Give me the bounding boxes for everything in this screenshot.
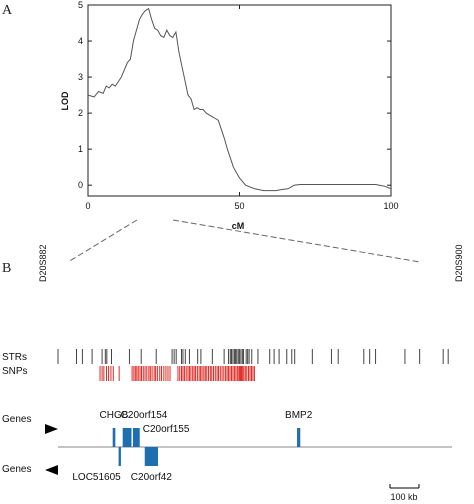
lod-y-ticks: 0 1 2 3 4 5	[78, 0, 391, 190]
flank-marker-left: D20S882	[38, 244, 48, 282]
lod-y-tick-label: 4	[78, 36, 83, 46]
row-label-genes-forward: Genes	[2, 414, 31, 425]
gene-forward-c20orf154	[122, 428, 132, 447]
lod-y-tick-label: 3	[78, 72, 83, 82]
flank-marker-right: D20S900	[454, 244, 464, 282]
lod-chart: 0 1 2 3 4 5 0 50 100 LOD cM	[60, 0, 399, 231]
row-label-snps: SNPs	[2, 366, 28, 377]
lod-series-line	[87, 7, 392, 192]
row-label-strs: STRs	[2, 352, 27, 363]
zoom-connector-lines: D20S882 D20S900	[38, 219, 464, 282]
lod-y-tick-label: 0	[78, 180, 83, 190]
panel-b-letter: B	[2, 261, 11, 276]
lod-x-tick-label: 0	[85, 201, 90, 211]
lod-x-tick-label: 50	[234, 201, 244, 211]
row-label-genes-reverse: Genes	[2, 464, 31, 475]
gene-forward-bmp2	[297, 428, 301, 447]
zoom-line-left	[67, 219, 138, 263]
lod-x-tick-label: 100	[383, 201, 398, 211]
scale-bar-label: 100 kb	[390, 492, 417, 502]
lod-y-tick-label: 5	[78, 0, 83, 10]
lod-x-axis-label: cM	[232, 221, 245, 231]
gene-reverse-c20orf42	[144, 447, 158, 466]
gene-label-c20orf42: C20orf42	[131, 472, 173, 483]
gene-label-chgb: CHGB	[100, 410, 129, 421]
gene-label-c20orf155: C20orf155	[143, 424, 190, 435]
strs-track	[57, 349, 449, 364]
lod-y-tick-label: 2	[78, 108, 83, 118]
genes-reverse-track: LOC51605 C20orf42	[72, 447, 172, 483]
reverse-strand-arrow-icon	[45, 465, 58, 475]
gene-label-bmp2: BMP2	[285, 410, 313, 421]
lod-y-axis-label: LOD	[60, 91, 70, 110]
gene-label-c20orf154: C20orf154	[121, 410, 168, 421]
snps-track	[99, 366, 255, 381]
gene-label-loc51605: LOC51605	[72, 472, 121, 483]
forward-strand-arrow-icon	[45, 424, 58, 434]
gene-reverse-loc51605	[118, 447, 121, 466]
lod-x-ticks: 0 50 100	[85, 5, 399, 211]
zoom-line-right	[172, 219, 421, 263]
gene-forward-c20orf155	[132, 428, 140, 447]
lod-y-tick-label: 1	[78, 144, 83, 154]
gene-forward-chgb	[112, 428, 116, 447]
panel-a-letter: A	[2, 3, 13, 18]
lod-plot-frame	[87, 4, 392, 197]
